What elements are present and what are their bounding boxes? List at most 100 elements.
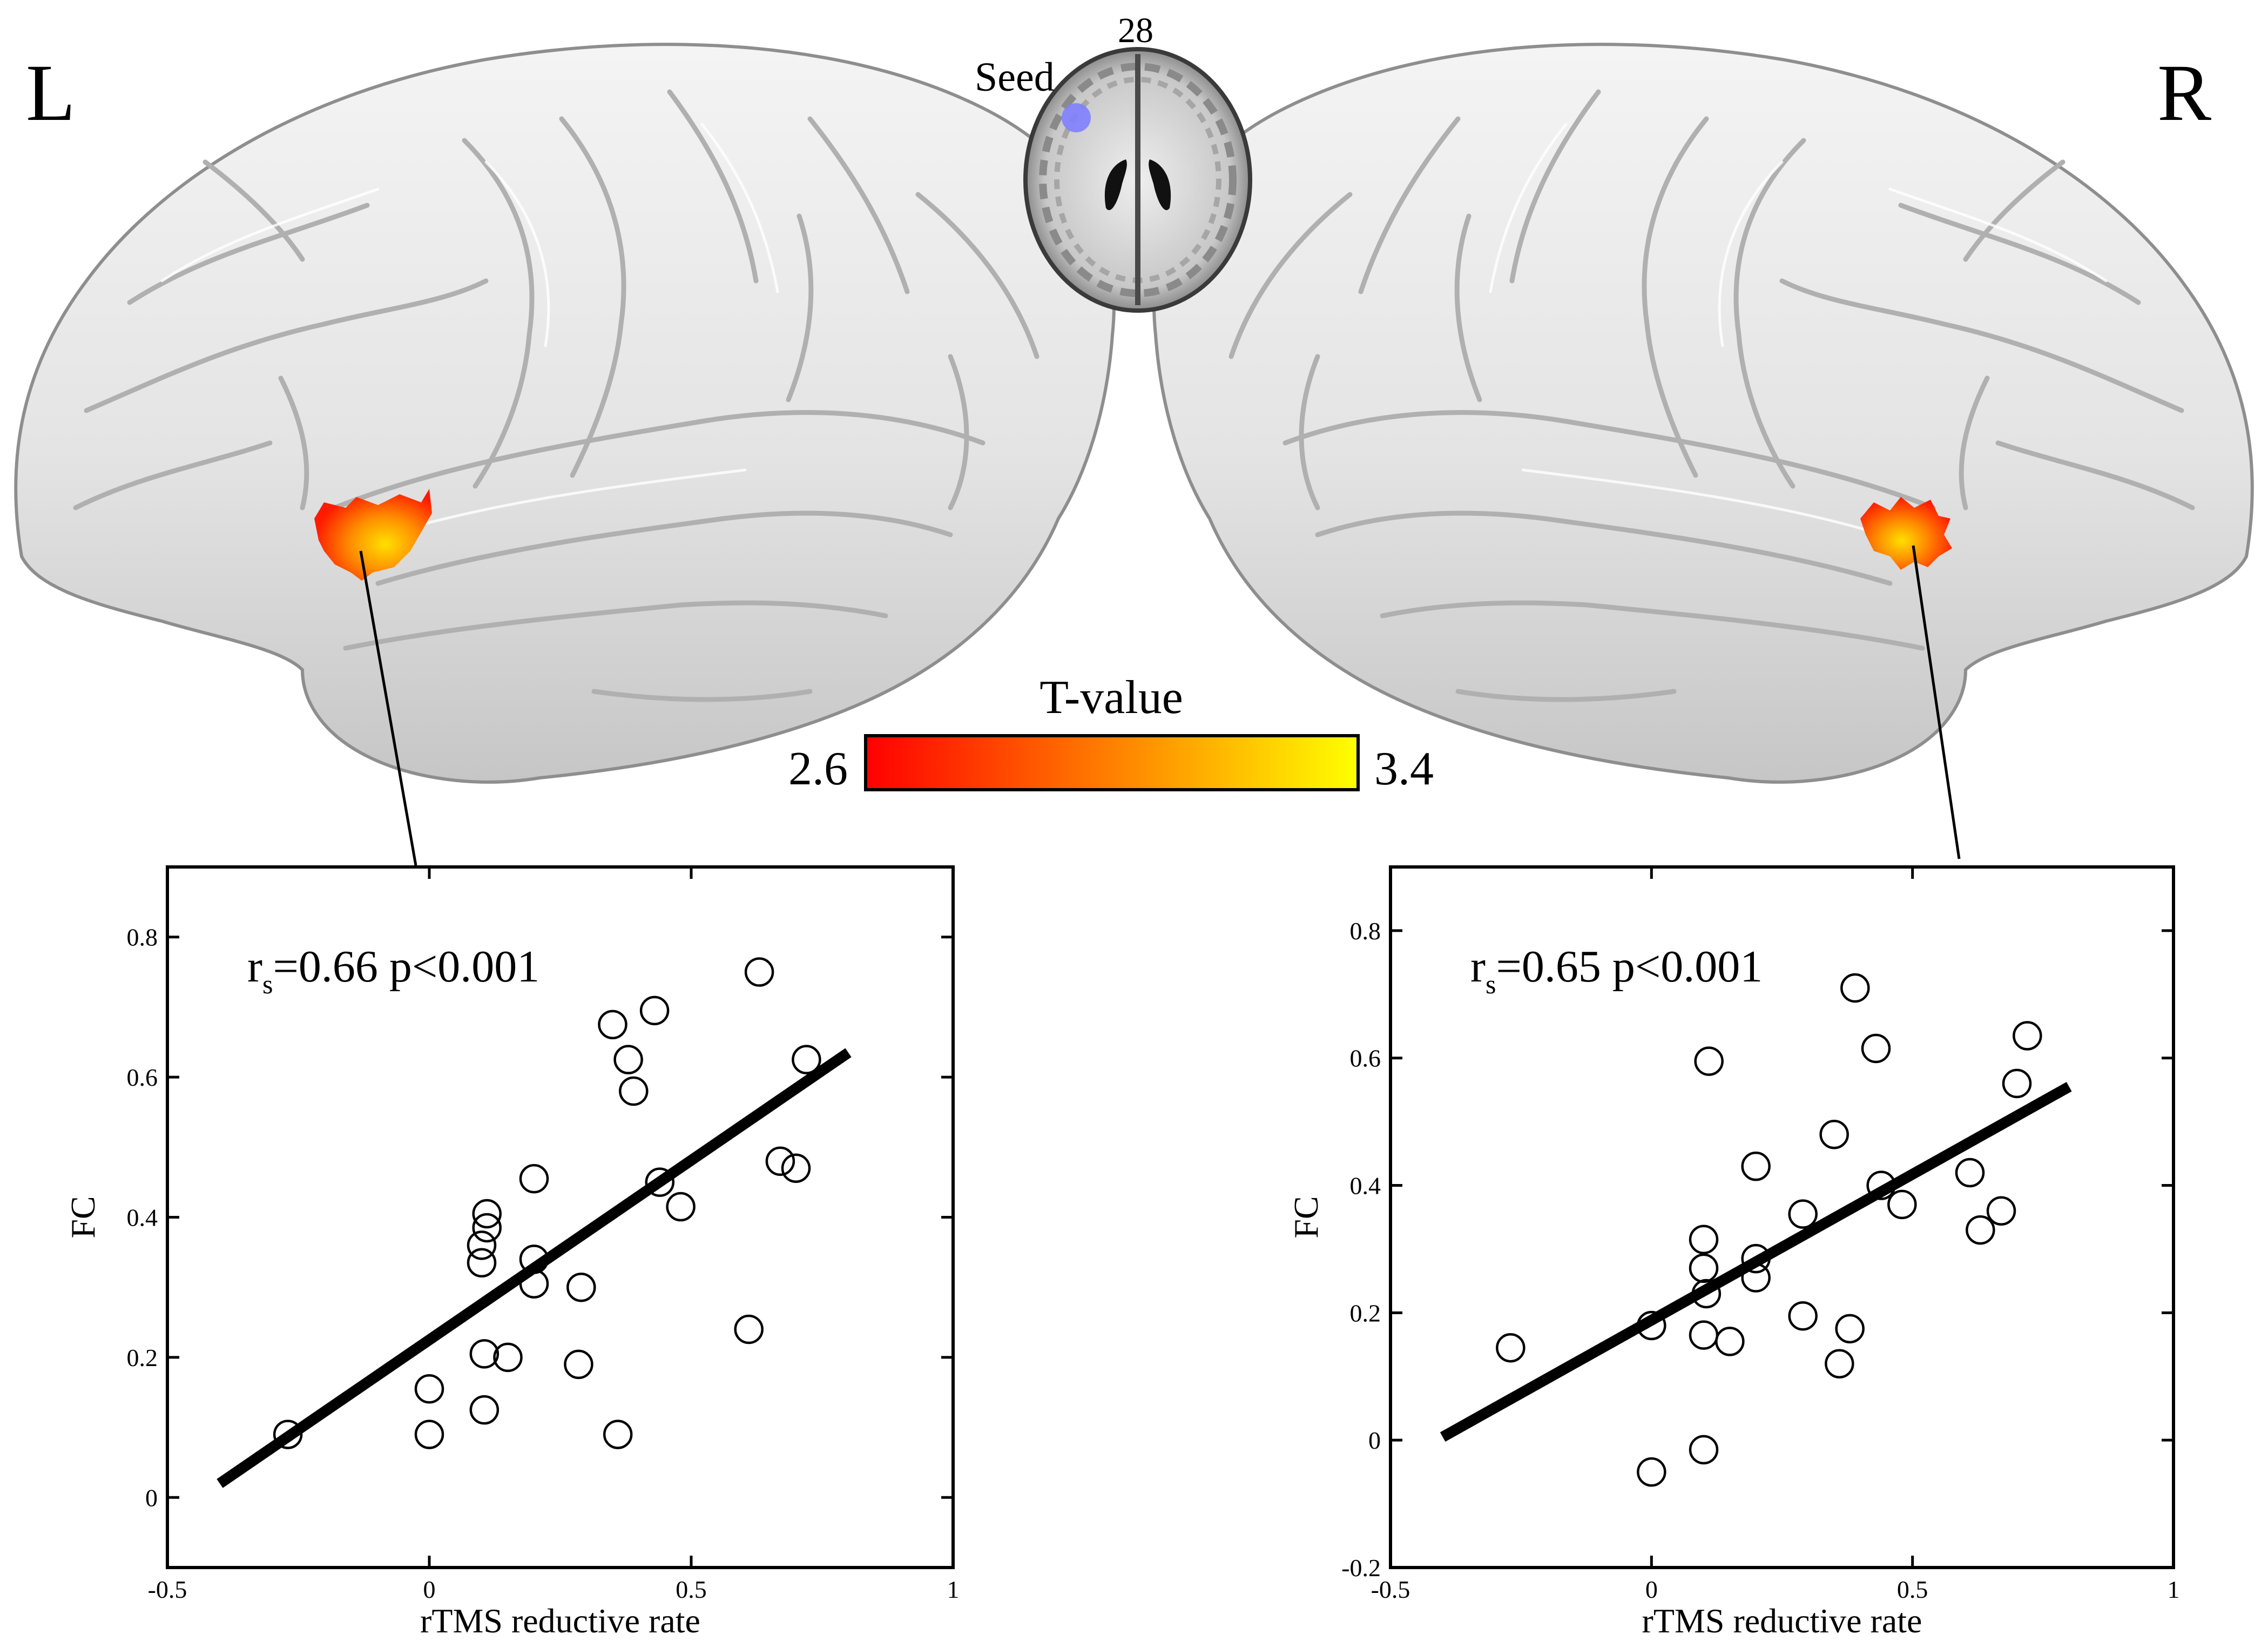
correlation-annotation: rs=0.66 p<0.001 [247,941,539,999]
y-tick-label: 0.4 [127,1204,158,1232]
scatter-point [1955,1158,1985,1188]
hemisphere-label-left: L [26,48,76,138]
x-tick-label: 0.5 [676,1576,707,1603]
hemisphere-label-right: R [2157,48,2211,138]
scatter-point [1691,1279,1722,1309]
scatter-point [619,1076,649,1106]
seed-marker [1062,103,1091,132]
scatter-point [1496,1333,1526,1363]
scatter-point [469,1339,500,1369]
x-axis-label: rTMS reductive rate [1642,1602,1922,1640]
scatter-point [566,1272,596,1302]
correlation-annotation: rs=0.65 p<0.001 [1470,941,1763,999]
left-hemisphere-surface [14,43,1116,784]
scatter-point [1966,1215,1995,1245]
scatter-point [2002,1068,2032,1099]
scatter-point [1741,1263,1771,1293]
scatter-point [519,1269,549,1299]
right-cluster-leader-line [1912,545,1961,859]
scatter-point [1825,1349,1854,1378]
scatter-plot-left: -0.5 0 0.5 1 0 0.2 0.4 0.6 0.8 rTMS reductive rat… [64,865,960,1640]
scatter-point [1887,1189,1917,1220]
scatter-point [467,1230,497,1260]
y-axis-label: FC [1287,1196,1325,1238]
y-tick-label: 0 [1368,1427,1381,1454]
scatter-point [765,1146,795,1176]
regression-line [217,1048,852,1488]
scatter-point [493,1342,523,1373]
scatter-point [598,1010,627,1040]
scatter-point [2013,1021,2042,1051]
right-hemisphere-surface [1152,43,2254,784]
scatter-point [1835,1314,1865,1344]
x-tick-label: 0 [423,1576,436,1603]
colorbar-max-label: 3.4 [1374,743,1434,795]
scatter-point [469,1395,500,1425]
scatter-point [472,1213,502,1243]
scatter-point [744,957,774,987]
y-tick-label: 0.2 [1350,1299,1381,1327]
scatter-point [1741,1243,1771,1274]
y-tick-label: -0.2 [1341,1554,1381,1582]
x-axis-label: rTMS reductive rate [420,1602,700,1640]
regression-line [1440,1082,2072,1442]
y-tick-label: 0.2 [127,1344,158,1371]
seed-label: Seed [975,55,1055,100]
colorbar-gradient [864,734,1360,791]
y-tick-label: 0.6 [1350,1045,1381,1072]
scatter-point [414,1374,444,1404]
colorbar-title: T-value [1040,671,1183,724]
scatter-point [639,996,670,1026]
scatter-point [467,1248,497,1278]
scatter-point [613,1045,643,1074]
scatter-point [564,1349,593,1380]
x-tick-label: 1 [947,1576,960,1603]
colorbar [864,734,1360,791]
scatter-point [1840,973,1870,1003]
scatter-point [1866,1171,1896,1200]
y-tick-label: 0 [145,1484,158,1511]
scatter-point [1694,1046,1724,1076]
plot-frame [1389,865,2175,1569]
scatter-point [273,1420,303,1449]
axial-slice [1023,47,1252,313]
scatter-point [1715,1327,1745,1356]
x-tick-label: 0.5 [1897,1576,1928,1603]
scatter-point [645,1167,675,1197]
scatter-point [603,1420,633,1449]
scatter-point [666,1192,696,1222]
scatter-point [1689,1225,1719,1255]
scatter-point [519,1245,549,1274]
colorbar-min-label: 2.6 [788,743,848,795]
left-cluster-leader-line [359,550,417,866]
y-axis-label: FC [64,1196,102,1238]
scatter-point [1637,1457,1666,1487]
scatter-point [519,1164,549,1194]
scatter-point [1861,1033,1891,1064]
scatter-point [1689,1320,1719,1350]
y-tick-label: 0.8 [1350,917,1381,945]
scatter-point [1637,1310,1666,1341]
scatter-point [1689,1253,1719,1283]
x-tick-label: 1 [2168,1576,2180,1603]
scatter-point [472,1199,502,1229]
scatter-point [1788,1301,1818,1331]
scatter-point [792,1045,821,1074]
scatter-point [781,1153,811,1183]
scatter-point [1741,1151,1771,1181]
scatter-point [1819,1119,1849,1149]
scatter-point [414,1420,444,1449]
scatter-point [1788,1199,1818,1229]
y-tick-label: 0.6 [127,1064,158,1091]
x-tick-label: 0 [1645,1576,1658,1603]
slice-number: 28 [1118,11,1153,50]
y-tick-label: 0.8 [127,924,158,951]
x-tick-label: -0.5 [148,1576,187,1603]
scatter-plot-right: -0.5 0 0.5 1 -0.2 0 0.2 0.4 0.6 0.8 rTMS reductive… [1287,865,2180,1640]
right-cluster [1860,497,1952,570]
scatter-point [734,1314,764,1344]
left-cluster [314,489,432,581]
x-tick-label: -0.5 [1371,1576,1410,1603]
